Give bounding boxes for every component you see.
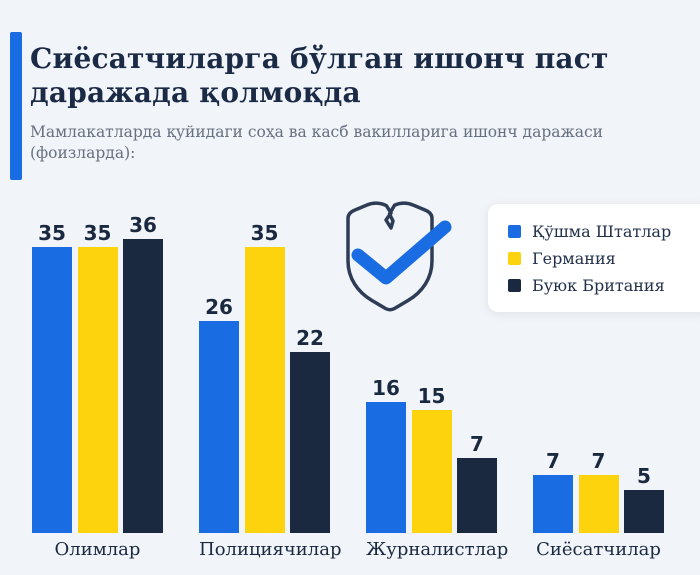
category-label: Журналистлар	[366, 539, 509, 560]
bar-value-label: 22	[296, 326, 324, 350]
bar-cell: 36	[123, 214, 163, 533]
bar-cell: 7	[457, 433, 497, 533]
bar	[366, 402, 406, 533]
bar	[77, 247, 118, 533]
bars-row: 35 35 36	[32, 203, 163, 533]
bar	[578, 475, 619, 533]
bar-group: 16 15 7 Журналистлар	[366, 203, 509, 560]
bar-value-label: 7	[470, 432, 484, 456]
page-title-line-2: даражада қолмоқда	[30, 76, 361, 109]
bar-value-label: 35	[250, 221, 279, 245]
bar	[244, 247, 285, 533]
bar-group: 35 35 36 Олимлар	[32, 203, 163, 560]
category-label: Олимлар	[54, 539, 141, 560]
bar-group: 26 35 22 Полициячилар	[199, 203, 342, 560]
bar-group: 7 7 5 Сиёсатчилар	[533, 203, 664, 560]
bar-cell: 15	[411, 384, 452, 533]
bar-cell: 16	[366, 377, 406, 533]
bar-cell: 7	[533, 450, 573, 533]
bar-value-label: 7	[591, 449, 606, 473]
bar-cell: 35	[77, 221, 118, 533]
bar	[290, 352, 330, 533]
bar	[533, 475, 573, 533]
title-accent-bar	[10, 32, 22, 180]
bar-cell: 5	[624, 465, 664, 533]
shield-outline	[346, 201, 434, 312]
page-title-line-1: Сиёсатчиларга бўлган ишонч паст	[30, 42, 609, 75]
legend-label: Қўшма Штатлар	[532, 222, 672, 241]
bar-cell: 35	[244, 221, 285, 533]
bar	[411, 410, 452, 533]
category-label: Полициячилар	[199, 539, 342, 560]
subtitle: Мамлакатларда қуйидаги соҳа ва касб ваки…	[30, 122, 670, 164]
bar-value-label: 15	[417, 384, 446, 408]
legend-swatch-icon	[508, 225, 521, 238]
bars-row: 16 15 7	[366, 203, 497, 533]
legend-item: Германия	[508, 245, 700, 272]
bar-cell: 7	[578, 449, 619, 533]
legend-label: Буюк Британия	[532, 276, 665, 295]
category-label: Сиёсатчилар	[536, 539, 661, 560]
bar-chart: 35 35 36 Олимлар 26 35 22 Полициячилар 16 15 7 Журн…	[0, 203, 700, 563]
subtitle-line-2: (фоизларда):	[30, 144, 136, 162]
legend-item: Буюк Британия	[508, 272, 700, 299]
bar-value-label: 26	[205, 295, 233, 319]
bar-value-label: 7	[546, 449, 560, 473]
bar	[123, 239, 163, 533]
bar-value-label: 36	[129, 213, 157, 237]
legend-swatch-icon	[508, 252, 521, 265]
subtitle-line-1: Мамлакатларда қуйидаги соҳа ва касб ваки…	[30, 123, 604, 141]
bar-cell: 22	[290, 327, 330, 533]
bar	[624, 490, 664, 533]
bar-value-label: 35	[38, 221, 66, 245]
bar	[199, 321, 239, 533]
bar-value-label: 35	[83, 221, 112, 245]
bars-row: 26 35 22	[199, 203, 330, 533]
bar	[32, 247, 72, 533]
legend-label: Германия	[532, 249, 616, 268]
bar	[457, 458, 497, 533]
check-mark	[351, 220, 452, 285]
legend-swatch-icon	[508, 279, 521, 292]
bar-cell: 26	[199, 296, 239, 533]
bar-cell: 35	[32, 222, 72, 533]
legend-item: Қўшма Штатлар	[508, 218, 700, 245]
legend: Қўшма Штатлар Германия Буюк Британия	[488, 204, 700, 312]
bar-value-label: 5	[637, 464, 651, 488]
cracked-shield-check-icon	[342, 199, 452, 313]
page-title: Сиёсатчиларга бўлган ишонч паст даражада …	[30, 42, 670, 110]
bar-value-label: 16	[372, 376, 400, 400]
bars-row: 7 7 5	[533, 203, 664, 533]
